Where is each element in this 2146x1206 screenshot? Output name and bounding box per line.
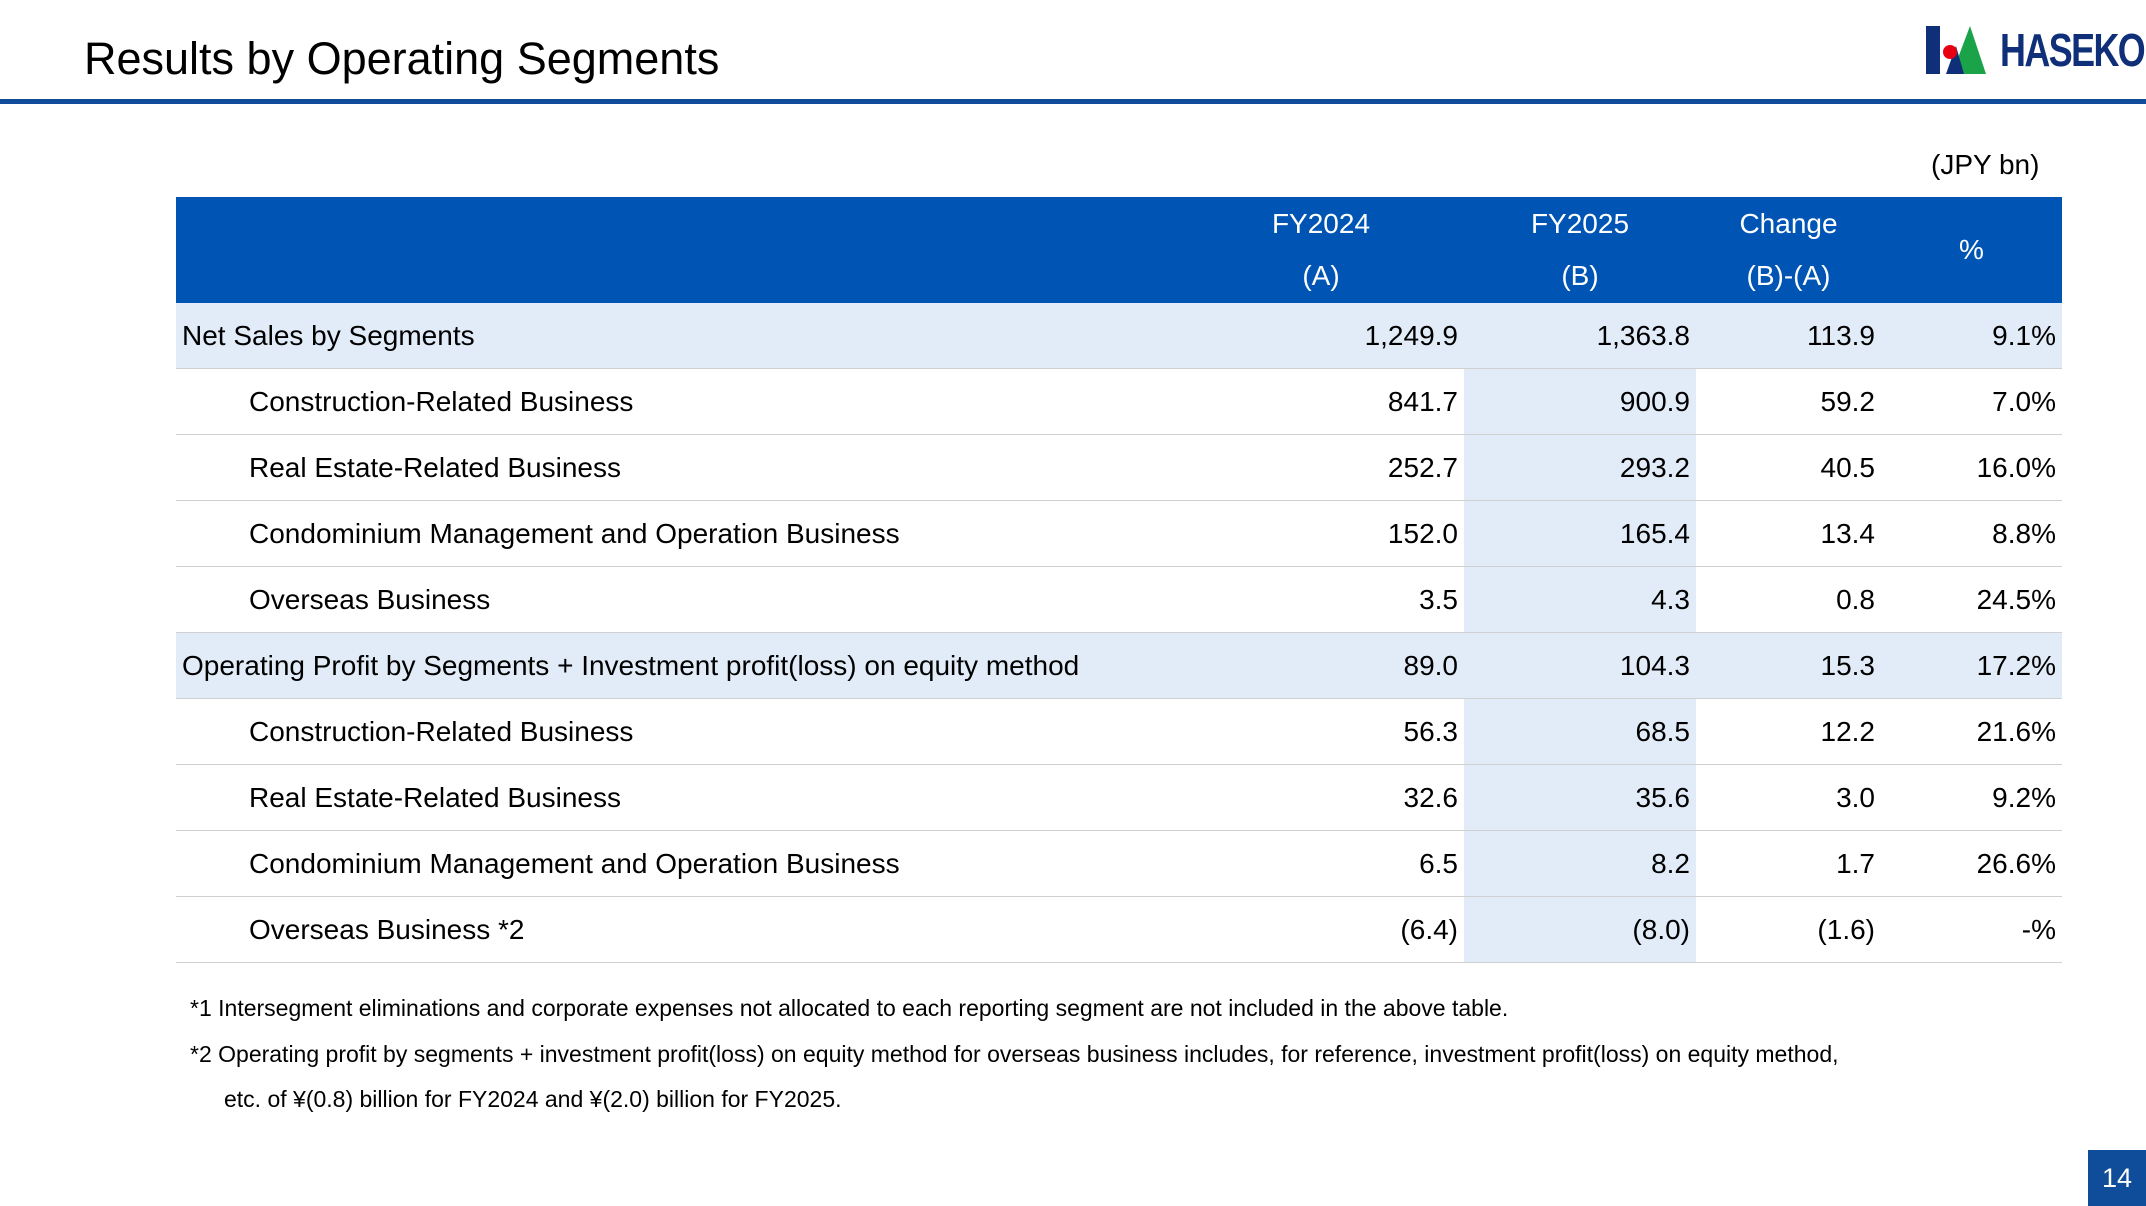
fy2025-value: 4.3	[1464, 566, 1696, 633]
fy2024-value: 1,249.9	[1178, 303, 1464, 369]
fy2025-value: 8.2	[1464, 830, 1696, 897]
table-row: Construction-Related Business 56.3 68.5 …	[176, 698, 2062, 765]
row-label: Construction-Related Business	[176, 698, 1178, 765]
fy2024-value: 252.7	[1178, 434, 1464, 501]
logo-text: HASEKO	[2000, 24, 2146, 76]
fy2025-value: 1,363.8	[1464, 303, 1696, 369]
fy2025-value: 68.5	[1464, 698, 1696, 765]
percent-value: 7.0%	[1881, 368, 2062, 435]
change-value: 40.5	[1696, 434, 1881, 501]
row-label: Net Sales by Segments	[176, 303, 1178, 369]
row-label: Condominium Management and Operation Bus…	[176, 500, 1178, 567]
percent-value: 9.2%	[1881, 764, 2062, 831]
fy2024-value: 32.6	[1178, 764, 1464, 831]
title-divider	[0, 99, 2146, 104]
row-label: Operating Profit by Segments + Investmen…	[176, 632, 1178, 699]
table-row: Condominium Management and Operation Bus…	[176, 830, 2062, 897]
change-value: 0.8	[1696, 566, 1881, 633]
table-row: Real Estate-Related Business 32.6 35.6 3…	[176, 764, 2062, 831]
table-row: Construction-Related Business 841.7 900.…	[176, 368, 2062, 435]
fy2024-value: 841.7	[1178, 368, 1464, 435]
page-number: 14	[2088, 1150, 2146, 1206]
footnote-2-continued: etc. of ¥(0.8) billion for FY2024 and ¥(…	[224, 1086, 842, 1112]
table-row: Overseas Business *2 (6.4) (8.0) (1.6) -…	[176, 896, 2062, 963]
percent-value: 16.0%	[1881, 434, 2062, 501]
fy2025-value: 35.6	[1464, 764, 1696, 831]
row-label: Construction-Related Business	[176, 368, 1178, 435]
header-fy2024: FY2024 (A)	[1178, 197, 1464, 303]
row-label: Real Estate-Related Business	[176, 764, 1178, 831]
header-fy2025: FY2025 (B)	[1464, 197, 1696, 303]
fy2025-value: 293.2	[1464, 434, 1696, 501]
header-change: Change (B)-(A)	[1696, 197, 1881, 303]
row-label: Overseas Business	[176, 566, 1178, 633]
change-value: 59.2	[1696, 368, 1881, 435]
change-value: 15.3	[1696, 632, 1881, 699]
percent-value: 9.1%	[1881, 303, 2062, 369]
change-value: 113.9	[1696, 303, 1881, 369]
fy2025-value: (8.0)	[1464, 896, 1696, 963]
percent-value: 24.5%	[1881, 566, 2062, 633]
percent-value: 17.2%	[1881, 632, 2062, 699]
percent-value: 21.6%	[1881, 698, 2062, 765]
footnote-2: *2 Operating profit by segments + invest…	[190, 1041, 1839, 1067]
fy2025-value: 900.9	[1464, 368, 1696, 435]
change-value: 3.0	[1696, 764, 1881, 831]
table-header-row: FY2024 (A) FY2025 (B) Change (B)-(A) %	[176, 197, 2062, 303]
fy2024-value: 6.5	[1178, 830, 1464, 897]
fy2025-value: 104.3	[1464, 632, 1696, 699]
percent-value: 26.6%	[1881, 830, 2062, 897]
change-value: 1.7	[1696, 830, 1881, 897]
table-row: Overseas Business 3.5 4.3 0.8 24.5%	[176, 566, 2062, 633]
change-value: 13.4	[1696, 500, 1881, 567]
fy2024-value: 56.3	[1178, 698, 1464, 765]
row-label: Condominium Management and Operation Bus…	[176, 830, 1178, 897]
unit-label: (JPY bn)	[1931, 149, 2040, 180]
change-value: (1.6)	[1696, 896, 1881, 963]
header-label-cell	[176, 197, 1178, 303]
fy2024-value: 152.0	[1178, 500, 1464, 567]
fy2025-value: 165.4	[1464, 500, 1696, 567]
footnote-1: *1 Intersegment eliminations and corpora…	[190, 995, 1509, 1021]
percent-value: -%	[1881, 896, 2062, 963]
percent-value: 8.8%	[1881, 500, 2062, 567]
haseko-logo: HASEKO	[1926, 22, 2146, 78]
header-percent: %	[1881, 197, 2062, 303]
haseko-logo-icon	[1926, 26, 1986, 74]
fy2024-value: 3.5	[1178, 566, 1464, 633]
page-title: Results by Operating Segments	[84, 33, 720, 84]
row-label: Real Estate-Related Business	[176, 434, 1178, 501]
segment-results-table: FY2024 (A) FY2025 (B) Change (B)-(A) % N…	[176, 197, 2062, 963]
change-value: 12.2	[1696, 698, 1881, 765]
fy2024-value: (6.4)	[1178, 896, 1464, 963]
row-label: Overseas Business *2	[176, 896, 1178, 963]
table-row: Real Estate-Related Business 252.7 293.2…	[176, 434, 2062, 501]
fy2024-value: 89.0	[1178, 632, 1464, 699]
table-row: Net Sales by Segments 1,249.9 1,363.8 11…	[176, 303, 2062, 369]
table-row: Condominium Management and Operation Bus…	[176, 500, 2062, 567]
table-row: Operating Profit by Segments + Investmen…	[176, 632, 2062, 699]
